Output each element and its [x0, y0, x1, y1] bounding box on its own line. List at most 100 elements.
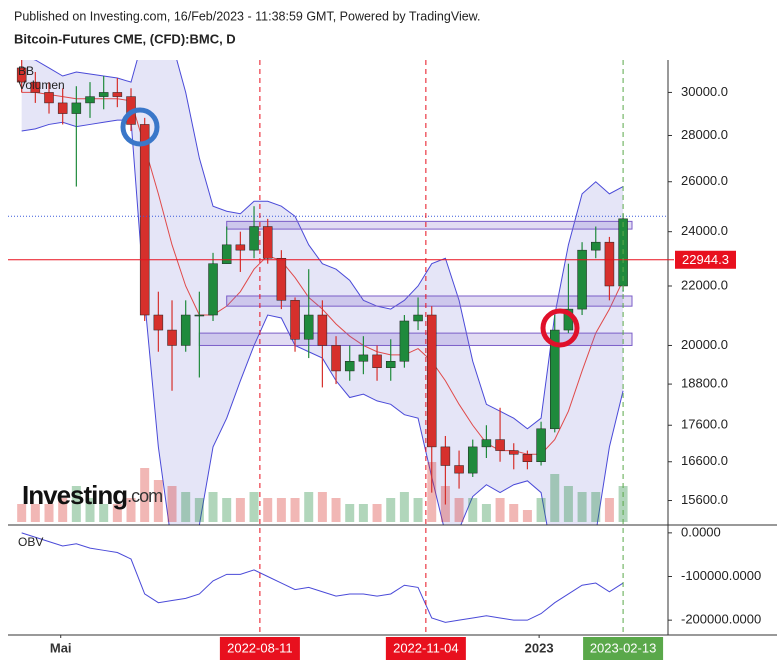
candle-body: [549, 329, 560, 430]
volume-bar: [235, 498, 245, 522]
volume-bar: [591, 492, 601, 522]
candle-body: [577, 249, 587, 310]
volume-bar: [509, 504, 519, 522]
obv-line: [21, 532, 624, 623]
y-tick-label: -200000.0000: [681, 612, 761, 627]
x-tick-label: 2023-02-13: [590, 640, 657, 655]
candle-body: [249, 226, 259, 251]
highlight-circle: [120, 107, 160, 147]
candle-body: [331, 345, 341, 372]
volume-bar: [194, 498, 204, 522]
price-panel: [16, 60, 633, 525]
volume-bar: [249, 492, 259, 522]
candle-body: [317, 314, 328, 346]
candle-body: [454, 465, 464, 474]
candle-body: [604, 241, 615, 287]
candle-body: [112, 92, 123, 97]
y-tick-label: 28000.0: [681, 127, 728, 142]
volume-bar: [276, 498, 286, 522]
volume-bar: [140, 468, 150, 522]
band-line: [33, 60, 624, 430]
y-tick-label: 16600.0: [681, 453, 728, 468]
candle-body: [262, 226, 273, 259]
x-tick-box: [385, 637, 466, 660]
chart-title: Bitcoin-Futures CME, (CFD):BMC, D: [14, 31, 236, 46]
volume-bar: [304, 492, 314, 522]
candle-body: [167, 329, 177, 346]
volume-bar: [372, 504, 382, 522]
candle-body: [30, 81, 41, 93]
volume-bar: [44, 504, 54, 522]
volume-bar: [563, 486, 573, 522]
candle-body: [139, 124, 150, 316]
volume-bar: [112, 504, 122, 522]
band-fill: [21, 60, 624, 525]
candle-body: [71, 102, 82, 114]
volume-bar: [454, 498, 464, 522]
y-tick-label: 20000.0: [681, 337, 728, 352]
volume-bar: [345, 504, 355, 522]
y-tick-label: 18800.0: [681, 376, 728, 391]
candle-body: [536, 428, 546, 462]
x-tick-label: 2023: [525, 640, 554, 655]
price-label-box: [675, 250, 736, 269]
candle-body: [208, 263, 218, 316]
candle-body: [358, 354, 369, 362]
y-tick-label: 30000.0: [681, 84, 728, 99]
candle-body: [57, 102, 68, 114]
candle-body: [385, 361, 396, 368]
candle-body: [276, 257, 287, 301]
candle-body: [522, 454, 533, 462]
candle-body: [481, 439, 492, 448]
x-tick-label: 2022-11-04: [393, 640, 459, 655]
volume-bar: [85, 498, 95, 522]
candle-body: [495, 439, 505, 451]
volume-bar: [481, 504, 491, 522]
candle-body: [221, 244, 232, 264]
zone: [226, 295, 633, 307]
legend-entry: OBV: [18, 535, 43, 549]
y-tick-label: 17600.0: [681, 417, 728, 432]
y-tick-label: -100000.0000: [681, 568, 761, 583]
volume-bar: [550, 474, 560, 522]
y-tick-label: 24000.0: [681, 223, 728, 238]
volume-bar: [604, 498, 614, 522]
y-tick-label: 15600.0: [681, 492, 728, 507]
candle-body: [98, 92, 109, 97]
obv-panel: [21, 532, 624, 623]
volume-bar: [577, 492, 587, 522]
y-tick-label: 26000.0: [681, 173, 728, 188]
candle-body: [235, 244, 246, 251]
volume-bar: [290, 498, 300, 522]
y-tick-label: 22000.0: [681, 277, 728, 292]
volume-bar: [71, 486, 81, 522]
volume-bar: [99, 504, 109, 522]
volume-bar: [536, 498, 546, 522]
volume-bar: [17, 504, 27, 522]
volume-bar: [317, 492, 327, 522]
x-tick-label: 2022-08-11: [227, 640, 293, 655]
candle-body: [16, 67, 27, 83]
candle-body: [426, 314, 437, 448]
candle-body: [194, 314, 205, 317]
volume-bar: [358, 504, 368, 522]
volume-bar: [222, 498, 232, 522]
x-tick-box: [219, 637, 300, 660]
volume-bar: [468, 498, 478, 522]
volume-bar: [522, 510, 532, 522]
candle-body: [44, 92, 54, 104]
volume-bar: [399, 492, 409, 522]
candle-body: [344, 361, 355, 372]
volume-bar: [208, 492, 218, 522]
volume-bar: [331, 498, 341, 522]
candle-body: [303, 314, 314, 340]
volume-bar: [263, 498, 273, 522]
volume-bar: [153, 480, 163, 522]
volume-bar: [167, 486, 177, 522]
legend-entry: Volumen: [18, 78, 65, 92]
overlay: BB Volumen OBV Investing.com 22944.3 3000…: [8, 60, 777, 660]
volume-bar: [126, 498, 136, 522]
volume-bar: [386, 498, 396, 522]
candle-body: [153, 314, 164, 331]
